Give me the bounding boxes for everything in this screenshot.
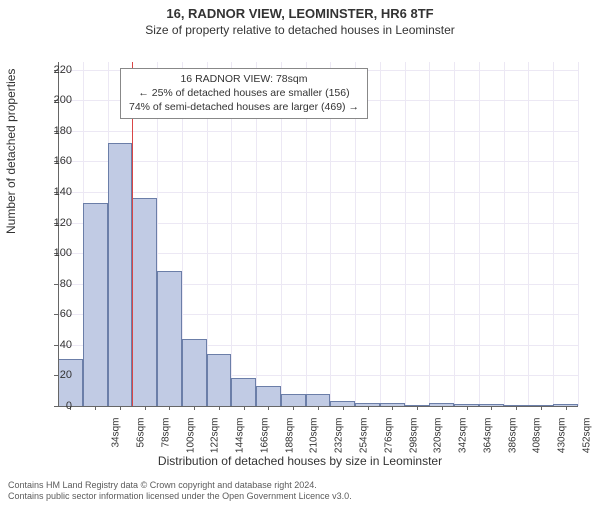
ytick-label: 200 [32,94,72,106]
ytick-label: 0 [32,400,72,412]
property-info-box: 16 RADNOR VIEW: 78sqm← 25% of detached h… [120,68,368,119]
info-box-line: ← 25% of detached houses are smaller (15… [129,86,359,100]
xtick-label: 56sqm [136,418,147,460]
xtick-label: 386sqm [507,418,518,460]
attribution-footer: Contains HM Land Registry data © Crown c… [8,480,352,503]
xtick-label: 276sqm [383,418,394,460]
gridline-v [429,62,430,406]
footer-line-1: Contains HM Land Registry data © Crown c… [8,480,352,491]
chart-subtitle: Size of property relative to detached ho… [0,23,600,37]
histogram-bar [306,394,331,406]
info-box-line: 16 RADNOR VIEW: 78sqm [129,72,359,86]
xtick-label: 298sqm [408,418,419,460]
xtick-label: 78sqm [160,418,171,460]
chart-address-title: 16, RADNOR VIEW, LEOMINSTER, HR6 8TF [0,6,600,21]
info-box-line: 74% of semi-detached houses are larger (… [129,100,359,114]
xtick-label: 320sqm [433,418,444,460]
x-axis-line [58,406,578,407]
gridline-v [479,62,480,406]
xtick-label: 144sqm [235,418,246,460]
ytick-label: 60 [32,308,72,320]
gridline-v [380,62,381,406]
histogram-bar [207,354,232,406]
ytick-label: 160 [32,155,72,167]
ytick-label: 80 [32,278,72,290]
xtick-label: 122sqm [210,418,221,460]
histogram-bar [281,394,306,406]
histogram-bar [231,378,256,406]
xtick-label: 210sqm [309,418,320,460]
ytick-label: 140 [32,186,72,198]
xtick-label: 254sqm [359,418,370,460]
y-axis-label: Number of detached properties [4,69,18,234]
histogram-bar [157,271,182,406]
gridline-v [578,62,579,406]
histogram-bar [256,386,281,406]
gridline-h [58,192,578,193]
ytick-label: 20 [32,369,72,381]
ytick-label: 40 [32,339,72,351]
ytick-label: 120 [32,217,72,229]
gridline-h [58,161,578,162]
xtick-label: 430sqm [557,418,568,460]
ytick-label: 220 [32,64,72,76]
gridline-v [528,62,529,406]
xtick-label: 408sqm [532,418,543,460]
ytick-label: 100 [32,247,72,259]
y-axis-line [58,62,59,406]
xtick-label: 100sqm [185,418,196,460]
chart-plot-area: 16 RADNOR VIEW: 78sqm← 25% of detached h… [58,62,578,406]
histogram-bar [182,339,207,406]
gridline-v [454,62,455,406]
gridline-v [405,62,406,406]
xtick-label: 232sqm [334,418,345,460]
histogram-bar [108,143,133,406]
xtick-label: 452sqm [581,418,592,460]
xtick-label: 34sqm [111,418,122,460]
xtick-label: 188sqm [284,418,295,460]
xtick-label: 166sqm [259,418,270,460]
gridline-h [58,131,578,132]
gridline-v [553,62,554,406]
ytick-label: 180 [32,125,72,137]
histogram-bar [132,198,157,406]
histogram-bar [83,203,108,406]
xtick-label: 342sqm [458,418,469,460]
footer-line-2: Contains public sector information licen… [8,491,352,502]
xtick-label: 364sqm [482,418,493,460]
gridline-v [504,62,505,406]
histogram-bar [58,359,83,406]
